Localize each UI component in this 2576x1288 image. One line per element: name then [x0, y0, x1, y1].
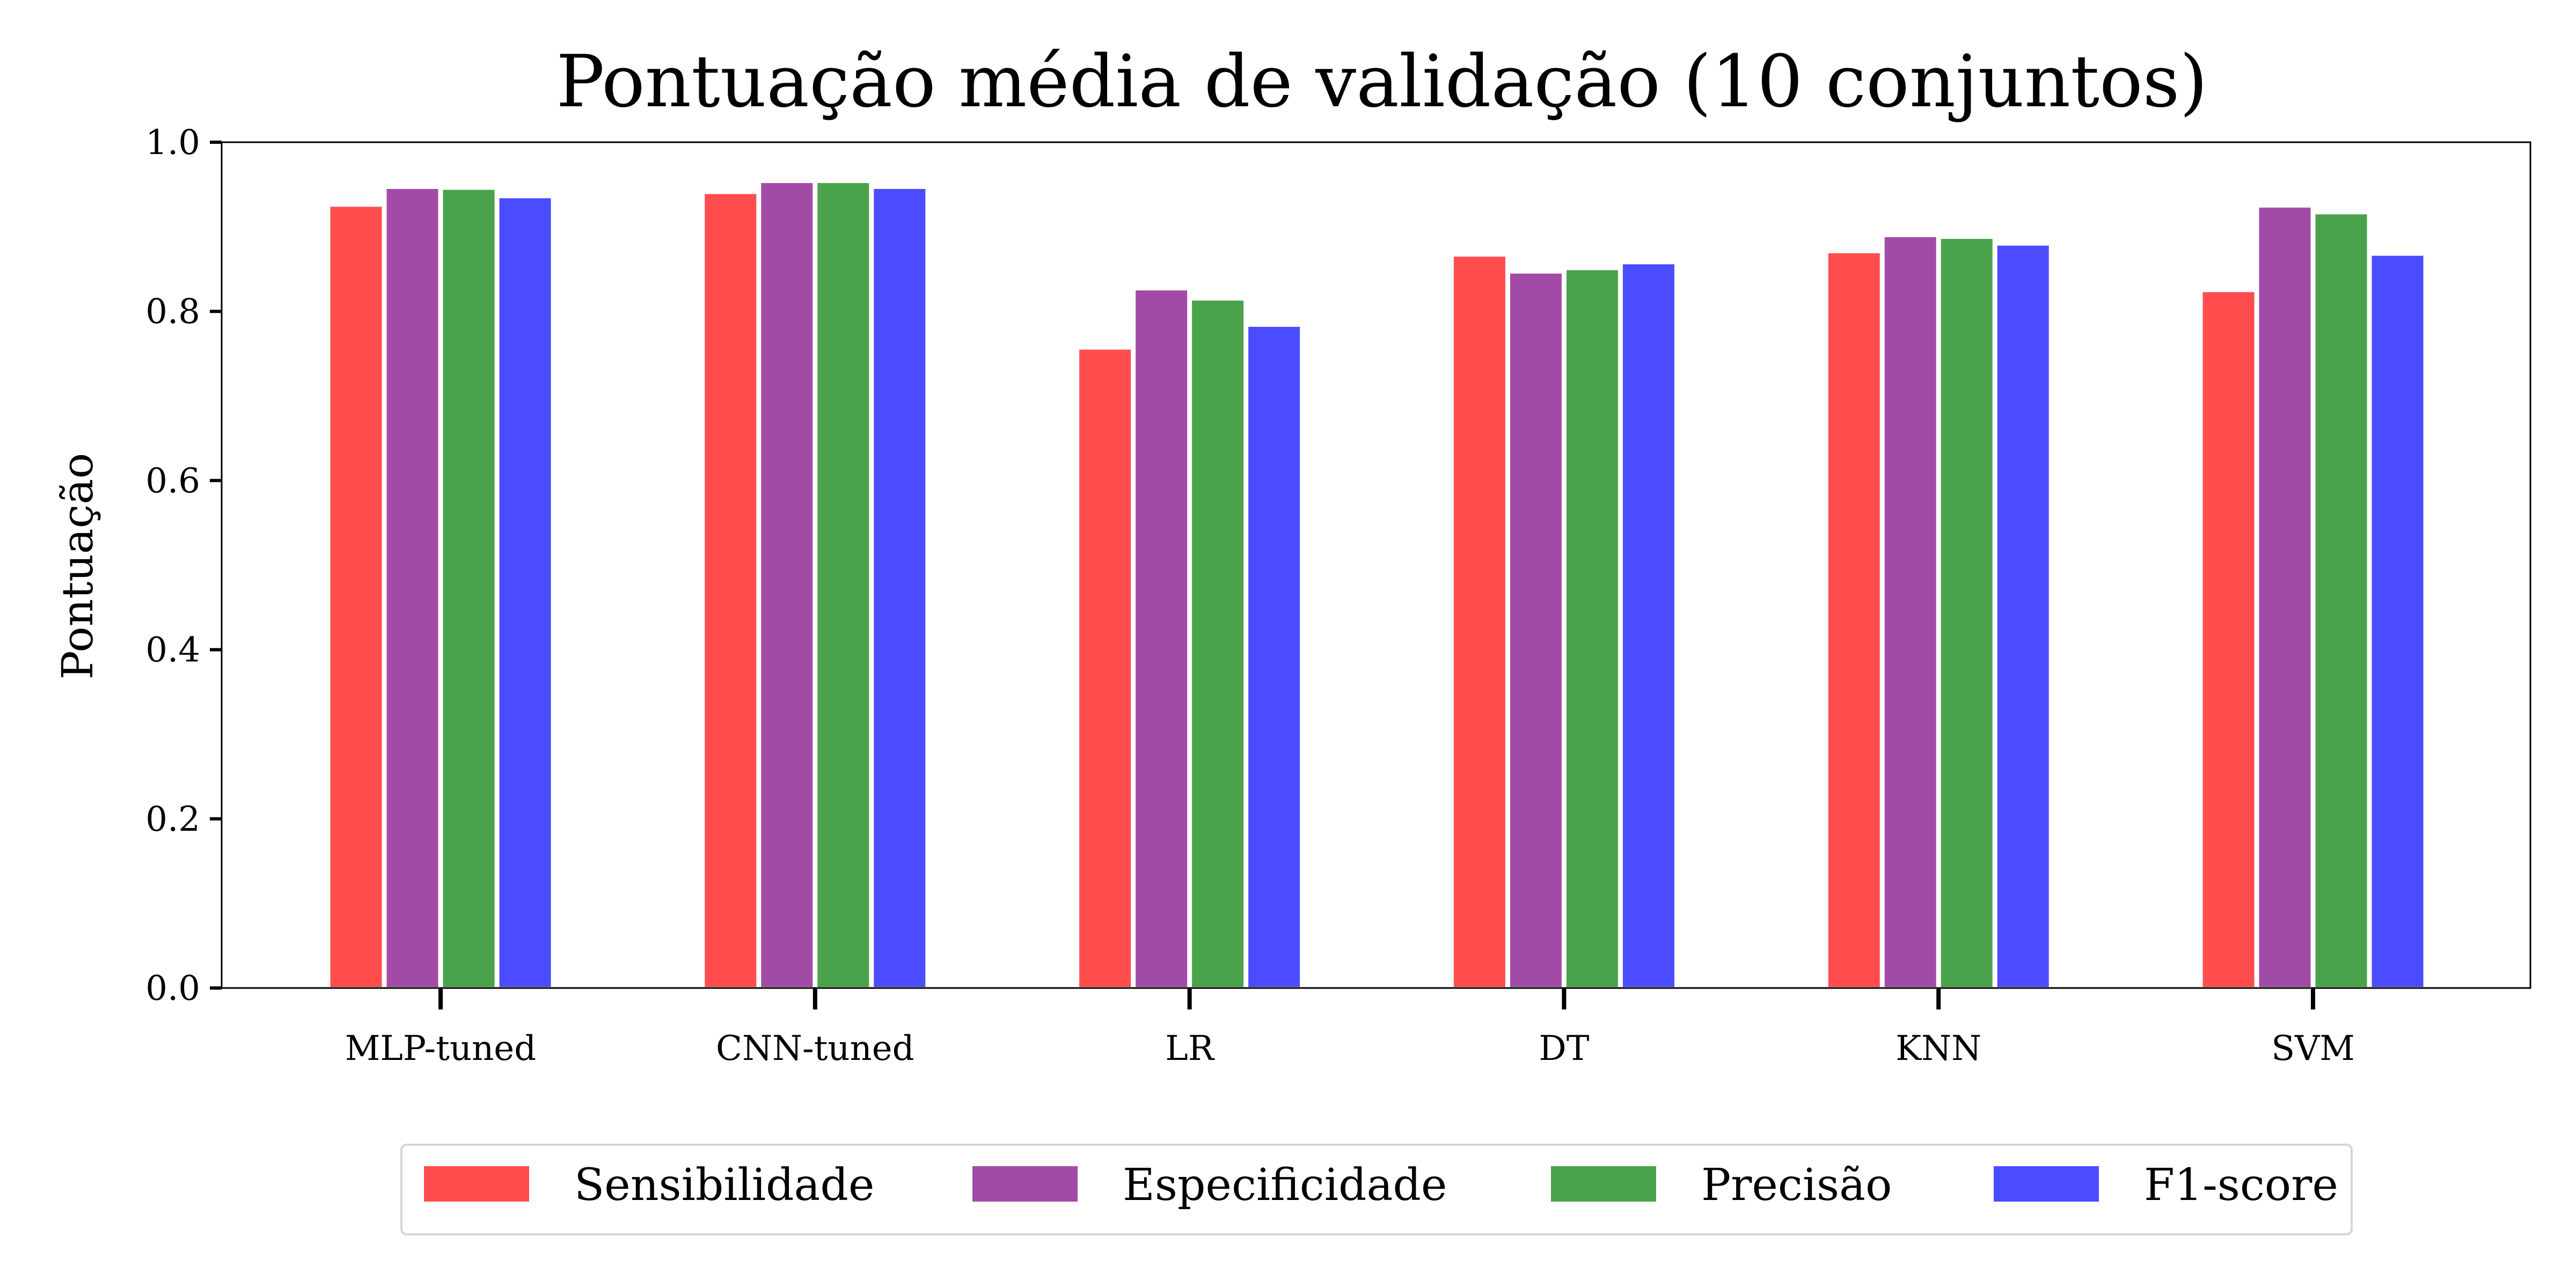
- bar-sensibilidade-knn: [1826, 251, 1882, 989]
- y-tick-label: 0.0: [145, 969, 200, 1008]
- legend-swatch: [972, 1166, 1078, 1202]
- bar-precisao-cnn-tuned: [815, 181, 872, 990]
- y-axis: 0.0 0.2 0.4 0.6 0.8 1.0: [145, 123, 222, 1008]
- legend-label: F1-score: [2144, 1160, 2338, 1211]
- bar-precisao-svm: [2313, 212, 2369, 989]
- chart-title: Pontuação média de validação (10 conjunt…: [556, 40, 2207, 123]
- legend-label: Especificidade: [1123, 1160, 1447, 1211]
- bar-especificidade-knn: [1882, 235, 1938, 989]
- bar-sensibilidade-lr: [1077, 347, 1133, 989]
- bar-precisao-lr: [1190, 298, 1246, 989]
- bar-f1-score-dt: [1620, 262, 1677, 989]
- legend: Sensibilidade Especificidade Precisão F1-sc…: [400, 1144, 2353, 1235]
- bar-especificidade-mlp-tuned: [384, 187, 441, 990]
- legend-label: Precisão: [1701, 1160, 1892, 1211]
- legend-swatch: [1551, 1166, 1656, 1202]
- bar-especificidade-cnn-tuned: [759, 181, 815, 990]
- bar-especificidade-dt: [1507, 271, 1564, 990]
- legend-frame: [400, 1144, 2353, 1235]
- legend-swatch: [424, 1166, 529, 1202]
- x-axis: MLP-tuned CNN-tuned LR DT KNN SVM: [345, 988, 2355, 1069]
- y-axis-label: Pontuação: [53, 453, 103, 679]
- x-tick-label: DT: [1539, 1029, 1589, 1069]
- bar-f1-score-cnn-tuned: [872, 187, 928, 990]
- x-tick-label: SVM: [2271, 1029, 2355, 1069]
- bar-precisao-knn: [1938, 237, 1995, 990]
- bar-precisao-mlp-tuned: [441, 187, 497, 990]
- y-tick-label: 0.6: [145, 461, 200, 501]
- x-tick-label: CNN-tuned: [716, 1029, 914, 1069]
- plot-frame: [221, 141, 2531, 989]
- bar-sensibilidade-svm: [2200, 290, 2257, 989]
- bar-f1-score-knn: [1995, 243, 2051, 990]
- bar-sensibilidade-mlp-tuned: [328, 204, 384, 990]
- bar-especificidade-svm: [2257, 205, 2313, 989]
- x-tick-label: KNN: [1896, 1029, 1981, 1069]
- y-tick-label: 0.2: [145, 800, 200, 839]
- bar-especificidade-lr: [1133, 288, 1190, 990]
- legend-items: Sensibilidade Especificidade Precisão F1-sc…: [424, 1160, 2338, 1211]
- bar-f1-score-lr: [1246, 325, 1302, 989]
- x-tick-label: LR: [1165, 1029, 1215, 1069]
- x-tick-label: MLP-tuned: [345, 1029, 536, 1069]
- legend-label: Sensibilidade: [574, 1160, 874, 1211]
- bar-sensibilidade-dt: [1451, 254, 1507, 990]
- bar-f1-score-mlp-tuned: [497, 196, 553, 989]
- y-tick-label: 0.8: [145, 292, 200, 332]
- legend-swatch: [1994, 1166, 2099, 1202]
- y-tick-label: 0.4: [145, 631, 200, 670]
- bar-sensibilidade-cnn-tuned: [702, 192, 759, 990]
- bar-f1-score-svm: [2369, 253, 2426, 990]
- bars-layer: [328, 181, 2426, 990]
- y-tick-label: 1.0: [145, 123, 200, 163]
- bar-precisao-dt: [1564, 268, 1620, 989]
